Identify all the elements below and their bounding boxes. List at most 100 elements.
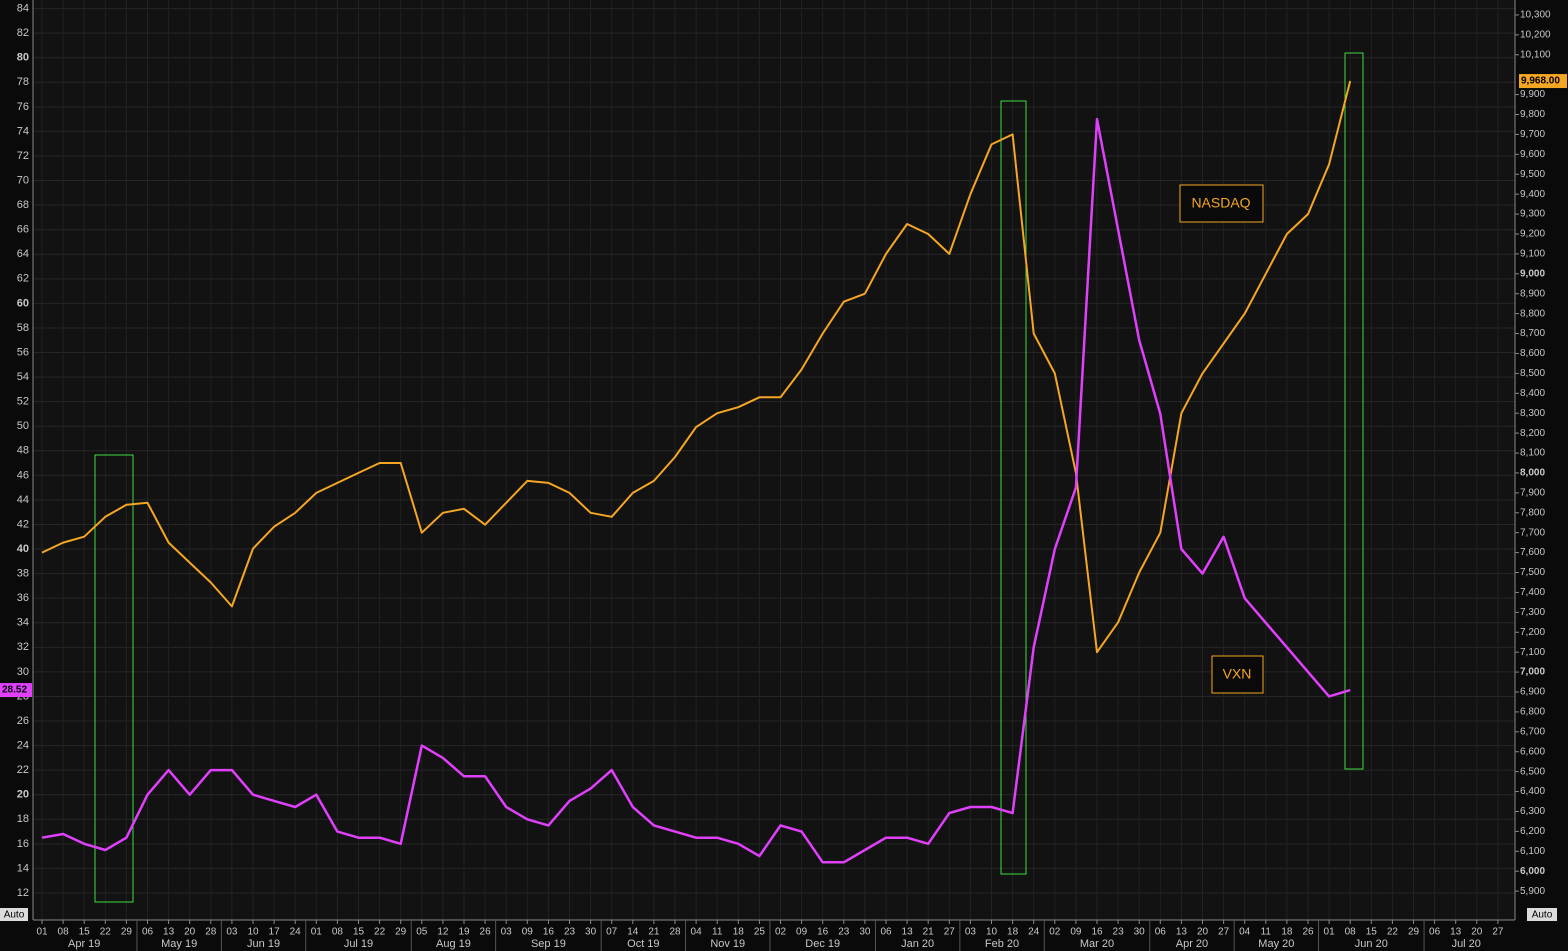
x-tick-label: 08 (332, 927, 344, 938)
current-value-label: 28.52 (2, 685, 27, 696)
x-tick-label: 29 (395, 927, 407, 938)
month-label: Aug 19 (436, 938, 471, 950)
x-tick-label: 25 (754, 927, 766, 938)
x-tick-label: 14 (627, 927, 639, 938)
month-label: Jul 20 (1452, 938, 1481, 950)
y-tick-label: 22 (17, 764, 29, 776)
x-tick-label: 09 (796, 927, 808, 938)
x-tick-label: 16 (543, 927, 555, 938)
y2-tick-label: 6,400 (1520, 786, 1545, 797)
y2-tick-label: 6,200 (1520, 826, 1545, 837)
y2-tick-label: 9,500 (1520, 169, 1545, 180)
series-line (41, 117, 1351, 864)
y-tick-label: 78 (17, 76, 29, 88)
annotation-box (1179, 184, 1264, 223)
x-tick-label: 21 (648, 927, 660, 938)
x-tick-label: 05 (416, 927, 428, 938)
x-tick-label: 23 (1113, 927, 1125, 938)
x-tick-label: 19 (458, 927, 470, 938)
annotation: VXN (1223, 666, 1252, 682)
y-tick-label: 24 (17, 739, 29, 751)
x-tick-label: 18 (733, 927, 745, 938)
y2-tick-label: 7,300 (1520, 607, 1545, 618)
y-tick-label: 66 (17, 224, 29, 236)
x-tick-label: 01 (311, 927, 323, 938)
month-label: Mar 20 (1080, 938, 1114, 950)
y2-tick-label: 9,900 (1520, 89, 1545, 100)
x-tick-label: 15 (79, 927, 91, 938)
x-tick-label: 11 (1261, 927, 1272, 938)
button[interactable] (0, 908, 28, 921)
y-tick-label: 12 (17, 887, 29, 899)
x-tick-label: 09 (1070, 927, 1082, 938)
button-label[interactable]: Auto (1532, 910, 1553, 921)
y-tick-label: 34 (17, 617, 29, 629)
y-tick-label: 60 (17, 297, 29, 309)
y2-tick-label: 8,500 (1520, 368, 1545, 379)
x-tick-label: 27 (1492, 927, 1504, 938)
x-tick-label: 13 (1176, 927, 1188, 938)
x-tick-label: 28 (205, 927, 217, 938)
y2-tick-label: 8,400 (1520, 388, 1545, 399)
y-tick-label: 38 (17, 568, 29, 580)
y2-tick-label: 9,300 (1520, 209, 1545, 220)
current-value-box (1519, 74, 1567, 89)
x-tick-label: 20 (1197, 927, 1209, 938)
month-label: Sep 19 (531, 938, 566, 950)
x-tick-label: 02 (1049, 927, 1061, 938)
x-tick-label: 03 (226, 927, 238, 938)
month-label: May 20 (1258, 938, 1294, 950)
series-line (41, 80, 1352, 654)
x-tick-label: 21 (923, 927, 935, 938)
x-tick-label: 08 (58, 927, 70, 938)
x-tick-label: 16 (1091, 927, 1103, 938)
x-tick-label: 30 (859, 927, 871, 938)
x-tick-label: 28 (669, 927, 681, 938)
y2-tick-label: 9,700 (1520, 129, 1545, 140)
y-tick-label: 82 (17, 27, 29, 39)
button[interactable] (1527, 908, 1557, 921)
x-tick-label: 16 (817, 927, 829, 938)
x-tick-label: 30 (1134, 927, 1146, 938)
x-tick-label: 23 (564, 927, 576, 938)
y2-tick-label: 8,700 (1520, 328, 1545, 339)
x-tick-label: 06 (880, 927, 892, 938)
y2-tick-label: 7,400 (1520, 587, 1545, 598)
x-tick-label: 01 (1324, 927, 1336, 938)
x-tick-label: 06 (1155, 927, 1167, 938)
y2-tick-label: 9,200 (1520, 229, 1545, 240)
x-tick-label: 29 (1408, 927, 1420, 938)
x-tick-label: 07 (606, 927, 618, 938)
y-tick-label: 26 (17, 715, 29, 727)
y2-tick-label: 8,900 (1520, 288, 1545, 299)
y-tick-label: 58 (17, 322, 29, 334)
y2-tick-label: 6,800 (1520, 707, 1545, 718)
x-tick-label: 22 (100, 927, 112, 938)
x-tick-label: 10 (986, 927, 998, 938)
plot-area (33, 0, 1515, 920)
y-tick-label: 62 (17, 273, 29, 285)
y-tick-label: 50 (17, 420, 29, 432)
y-tick-label: 56 (17, 346, 29, 358)
y2-tick-label: 7,600 (1520, 547, 1545, 558)
x-tick-label: 13 (902, 927, 914, 938)
y2-tick-label: 9,100 (1520, 249, 1545, 260)
y2-tick-label: 7,200 (1520, 627, 1545, 638)
x-tick-label: 18 (1007, 927, 1019, 938)
month-label: Jan 20 (901, 938, 934, 950)
y-tick-label: 36 (17, 592, 29, 604)
y-tick-label: 74 (17, 125, 29, 137)
x-tick-label: 10 (247, 927, 259, 938)
x-tick-label: 01 (36, 927, 48, 938)
x-tick-label: 02 (775, 927, 787, 938)
y-tick-label: 68 (17, 199, 29, 211)
x-tick-label: 20 (1471, 927, 1483, 938)
button-label[interactable]: Auto (4, 910, 25, 921)
y2-tick-label: 6,100 (1520, 846, 1545, 857)
y-tick-label: 20 (17, 789, 29, 801)
y2-tick-label: 9,800 (1520, 109, 1545, 120)
annotation: NASDAQ (1191, 195, 1250, 211)
x-tick-label: 13 (163, 927, 175, 938)
y2-tick-label: 9,400 (1520, 189, 1545, 200)
